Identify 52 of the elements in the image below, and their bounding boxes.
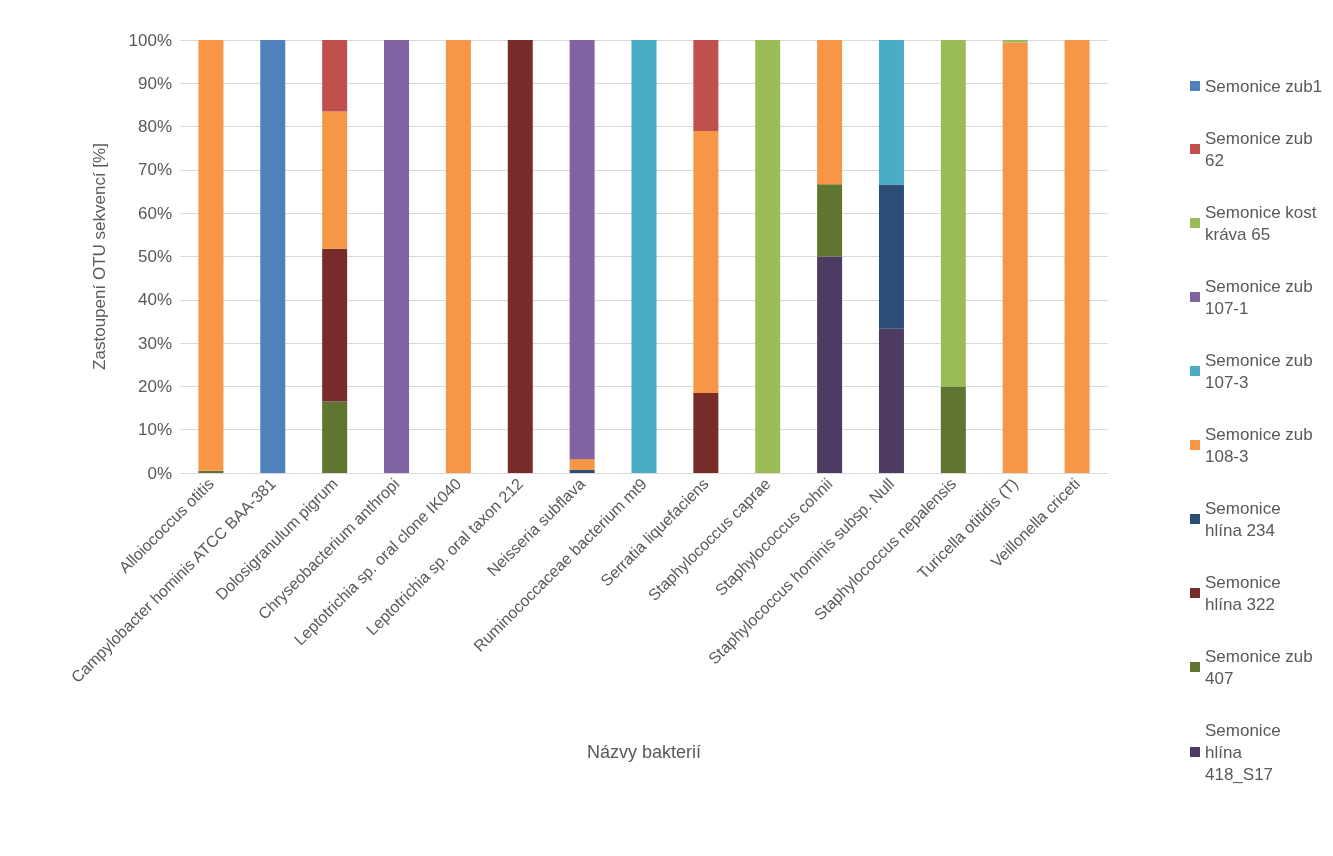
bar [569, 459, 595, 470]
bar [384, 40, 410, 473]
bar [322, 401, 348, 473]
legend-label: Semonice zub1 [1205, 76, 1323, 96]
y-axis-title: Zastoupení OTU sekvencí [%] [90, 143, 109, 370]
bar [1002, 42, 1028, 473]
legend-label: Semonice kost kráva 65 [1205, 202, 1322, 244]
legend-label: Semonice zub 107-1 [1205, 276, 1318, 318]
y-tick-label: 80% [137, 117, 172, 137]
y-tick-label: 20% [137, 376, 172, 396]
bar [260, 40, 286, 473]
bar [569, 40, 595, 460]
legend-label: Semonice zub 407 [1205, 646, 1318, 688]
bar [631, 40, 657, 473]
y-tick-label: 30% [137, 333, 172, 353]
legend-label: Semonice hlína 322 [1205, 572, 1286, 614]
legend-label: Semonice hlína 418_S17 [1205, 720, 1286, 784]
bar [817, 256, 843, 473]
bar [569, 469, 595, 473]
bar [507, 40, 533, 473]
legend-label: Semonice hlína 234 [1205, 498, 1286, 540]
y-tick-label: 10% [137, 420, 172, 440]
bar [445, 40, 471, 473]
y-tick-label: 100% [128, 30, 172, 50]
bar [878, 328, 904, 473]
y-tick-label: 90% [137, 73, 172, 93]
bar [693, 130, 719, 393]
y-tick-label: 40% [137, 290, 172, 310]
bar [1002, 40, 1028, 43]
bar [940, 40, 966, 387]
bar [878, 40, 904, 185]
y-tick-label: 60% [137, 203, 172, 223]
legend-label: Semonice zub 108-3 [1205, 424, 1318, 466]
bar [322, 40, 348, 112]
y-tick-label: 70% [137, 160, 172, 180]
legend-label: Semonice zub 62 [1205, 128, 1318, 170]
bar [1064, 40, 1090, 473]
bar [198, 470, 224, 473]
bar [322, 248, 348, 402]
bar [198, 40, 224, 471]
bar [693, 392, 719, 473]
x-axis-title: Názvy bakterií [586, 742, 702, 762]
bar [817, 184, 843, 257]
y-tick-label: 0% [147, 463, 172, 483]
bar [817, 40, 843, 185]
bar [878, 184, 904, 329]
bar [322, 111, 348, 249]
bar [755, 40, 781, 473]
bar [940, 386, 966, 473]
legend-label: Semonice zub 107-3 [1205, 350, 1318, 392]
y-tick-label: 50% [137, 247, 172, 266]
bar [693, 40, 719, 131]
